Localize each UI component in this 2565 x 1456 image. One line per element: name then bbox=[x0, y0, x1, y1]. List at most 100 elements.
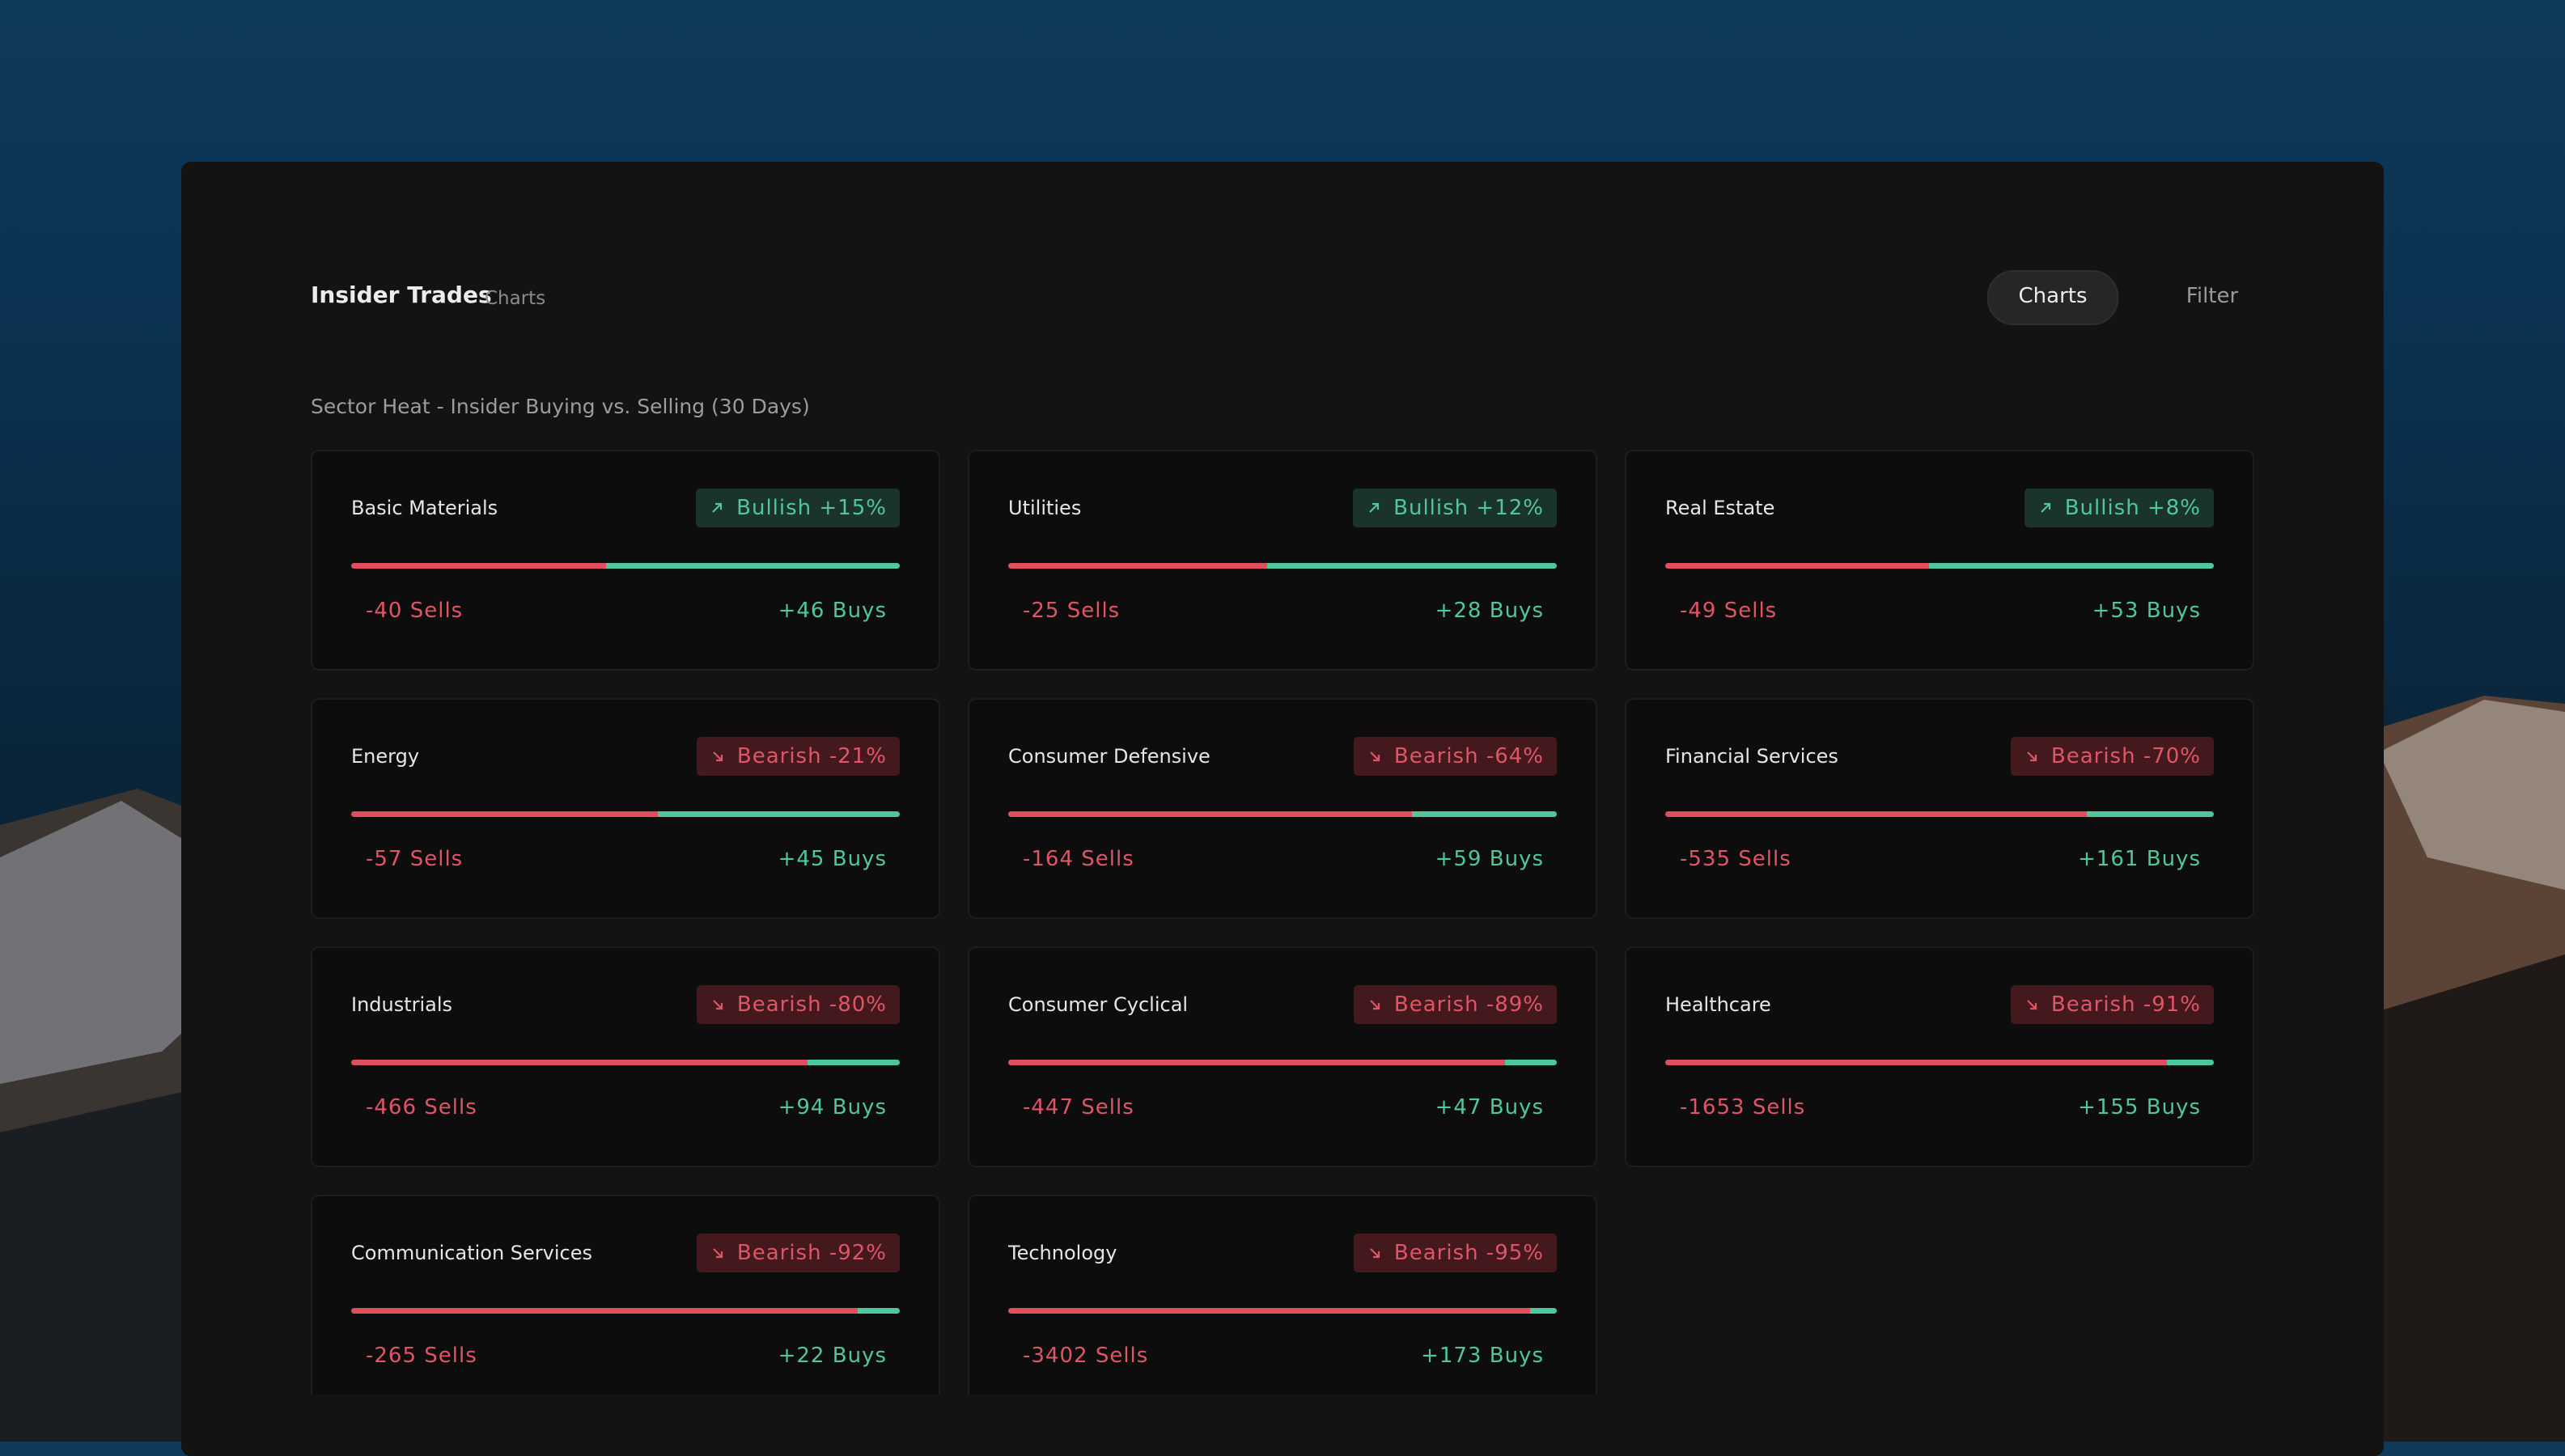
buys-count: +22 Buys bbox=[778, 1344, 887, 1368]
sector-card: Healthcare Bearish -91% -1653 Sells +155 Bu… bbox=[1625, 946, 2254, 1167]
buys-count: +53 Buys bbox=[2092, 599, 2201, 623]
sells-segment bbox=[351, 1060, 808, 1065]
ratio-bar bbox=[1665, 1060, 2214, 1065]
section-title: Sector Heat - Insider Buying vs. Selling… bbox=[311, 395, 810, 418]
sells-segment bbox=[351, 1308, 859, 1314]
sector-card: Consumer Defensive Bearish -64% -164 Sells… bbox=[968, 698, 1597, 919]
signal-badge: Bullish +15% bbox=[696, 489, 900, 527]
title: Insider Trades bbox=[311, 281, 492, 308]
trend-icon bbox=[1369, 502, 1380, 513]
subtitle: Charts bbox=[485, 288, 546, 309]
buys-segment bbox=[1411, 811, 1557, 817]
sells-segment bbox=[1008, 1060, 1505, 1065]
trend-icon bbox=[2027, 1000, 2037, 1010]
buys-segment bbox=[1266, 563, 1557, 569]
sector-name: Healthcare bbox=[1665, 993, 1771, 1016]
panel: Insider Trades Charts Charts Filter Sect… bbox=[181, 162, 2384, 1456]
sector-name: Financial Services bbox=[1665, 745, 1838, 768]
ratio-bar bbox=[1008, 1060, 1557, 1065]
sells-count: -466 Sells bbox=[366, 1095, 477, 1120]
sells-count: -535 Sells bbox=[1680, 847, 1791, 871]
sells-segment bbox=[1665, 563, 1929, 569]
sector-name: Technology bbox=[1008, 1242, 1117, 1264]
sells-count: -3402 Sells bbox=[1023, 1344, 1149, 1368]
ratio-bar bbox=[1665, 811, 2214, 817]
sector-card: Consumer Cyclical Bearish -89% -447 Sells +… bbox=[968, 946, 1597, 1167]
sells-count: -1653 Sells bbox=[1680, 1095, 1806, 1120]
sector-name: Basic Materials bbox=[351, 497, 498, 519]
signal-text: Bearish -95% bbox=[1393, 1241, 1544, 1265]
sells-segment bbox=[1008, 811, 1412, 817]
signal-badge: Bearish -91% bbox=[2010, 985, 2214, 1024]
buys-segment bbox=[858, 1308, 900, 1314]
buys-count: +28 Buys bbox=[1435, 599, 1544, 623]
signal-text: Bearish -64% bbox=[1393, 744, 1544, 768]
buys-count: +47 Buys bbox=[1435, 1095, 1544, 1120]
trend-icon bbox=[713, 751, 723, 762]
trend-icon bbox=[713, 1000, 723, 1010]
sector-card: Basic Materials Bullish +15% -40 Sells +46 … bbox=[311, 450, 940, 671]
sector-name: Communication Services bbox=[351, 1242, 592, 1264]
ratio-bar bbox=[351, 563, 900, 569]
buys-count: +155 Buys bbox=[2078, 1095, 2201, 1120]
trend-icon bbox=[2040, 502, 2050, 513]
sector-name: Consumer Cyclical bbox=[1008, 993, 1189, 1016]
signal-text: Bearish -89% bbox=[1393, 993, 1544, 1017]
trend-icon bbox=[713, 1248, 723, 1259]
buys-count: +94 Buys bbox=[778, 1095, 887, 1120]
signal-text: Bearish -80% bbox=[736, 993, 887, 1017]
ratio-bar bbox=[1008, 563, 1557, 569]
sells-segment bbox=[1665, 811, 2088, 817]
signal-badge: Bearish -95% bbox=[1353, 1234, 1557, 1272]
signal-badge: Bullish +12% bbox=[1353, 489, 1557, 527]
trend-icon bbox=[712, 502, 723, 513]
trend-icon bbox=[2027, 751, 2037, 762]
sector-grid: Basic Materials Bullish +15% -40 Sells +46 … bbox=[311, 450, 2254, 1395]
sells-count: -25 Sells bbox=[1023, 599, 1121, 623]
buys-segment bbox=[2166, 1060, 2214, 1065]
signal-badge: Bullish +8% bbox=[2024, 489, 2214, 527]
sector-card: Financial Services Bearish -70% -535 Sells… bbox=[1625, 698, 2254, 919]
sells-count: -40 Sells bbox=[366, 599, 464, 623]
sector-card: Energy Bearish -21% -57 Sells +45 Buys bbox=[311, 698, 940, 919]
sells-segment bbox=[351, 563, 607, 569]
buys-segment bbox=[808, 1060, 900, 1065]
sector-card: Utilities Bullish +12% -25 Sells +28 Buys bbox=[968, 450, 1597, 671]
signal-badge: Bearish -92% bbox=[696, 1234, 900, 1272]
sector-name: Real Estate bbox=[1665, 497, 1775, 519]
sells-segment bbox=[1008, 1308, 1531, 1314]
sector-card: Communication Services Bearish -92% -265 S… bbox=[311, 1195, 940, 1395]
buys-count: +45 Buys bbox=[778, 847, 887, 871]
tab-filter[interactable]: Filter bbox=[2186, 284, 2239, 308]
sells-segment bbox=[351, 811, 658, 817]
sells-segment bbox=[1008, 563, 1267, 569]
sells-count: -447 Sells bbox=[1023, 1095, 1134, 1120]
sector-card: Technology Bearish -95% -3402 Sells +173 Bu… bbox=[968, 1195, 1597, 1395]
signal-text: Bearish -21% bbox=[736, 744, 887, 768]
buys-segment bbox=[657, 811, 900, 817]
signal-badge: Bearish -89% bbox=[1353, 985, 1557, 1024]
ratio-bar bbox=[1008, 811, 1557, 817]
buys-count: +173 Buys bbox=[1421, 1344, 1544, 1368]
signal-text: Bearish -92% bbox=[736, 1241, 887, 1265]
tab-charts[interactable]: Charts bbox=[1987, 270, 2118, 325]
sector-name: Utilities bbox=[1008, 497, 1082, 519]
ratio-bar bbox=[351, 811, 900, 817]
signal-text: Bearish -91% bbox=[2050, 993, 2201, 1017]
sector-card: Real Estate Bullish +8% -49 Sells +53 Buys bbox=[1625, 450, 2254, 671]
buys-segment bbox=[606, 563, 900, 569]
signal-badge: Bearish -64% bbox=[1353, 737, 1557, 776]
ratio-bar bbox=[1008, 1308, 1557, 1314]
buys-segment bbox=[1928, 563, 2214, 569]
trend-icon bbox=[1370, 1000, 1380, 1010]
buys-count: +59 Buys bbox=[1435, 847, 1544, 871]
buys-count: +161 Buys bbox=[2078, 847, 2201, 871]
signal-text: Bullish +15% bbox=[736, 496, 887, 520]
ratio-bar bbox=[1665, 563, 2214, 569]
signal-text: Bullish +12% bbox=[1393, 496, 1544, 520]
buys-count: +46 Buys bbox=[778, 599, 887, 623]
signal-text: Bearish -70% bbox=[2050, 744, 2201, 768]
sector-card: Industrials Bearish -80% -466 Sells +94 Buy… bbox=[311, 946, 940, 1167]
ratio-bar bbox=[351, 1060, 900, 1065]
sells-count: -57 Sells bbox=[366, 847, 464, 871]
